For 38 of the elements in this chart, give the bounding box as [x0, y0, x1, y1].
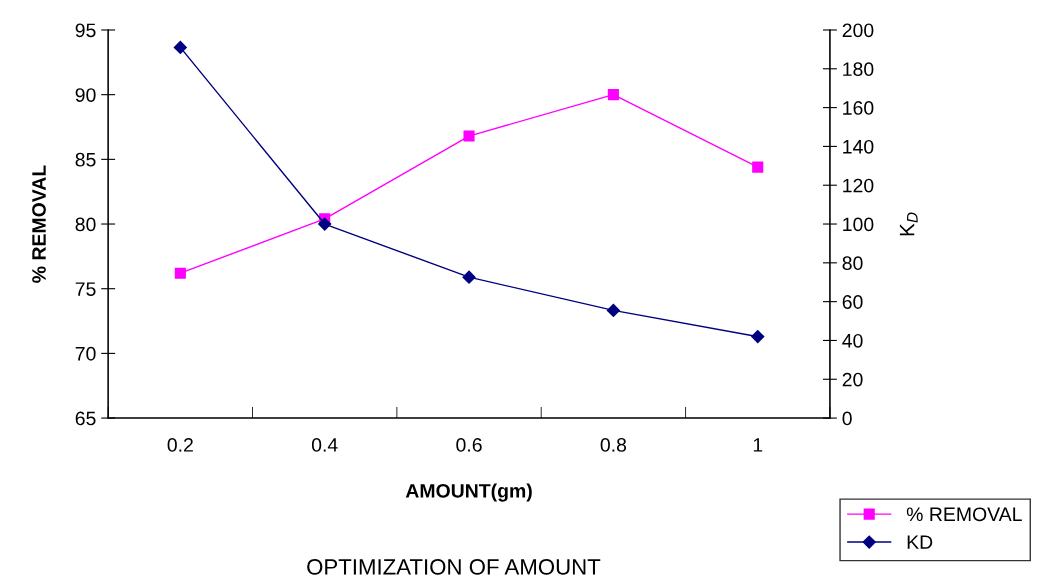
y-tick-label: 80	[75, 217, 96, 232]
x-tick-label: 1	[753, 438, 763, 452]
point	[606, 303, 620, 317]
point	[752, 161, 764, 173]
legend-label: % REMOVAL	[906, 507, 1022, 522]
y2-tick-label: 40	[842, 333, 863, 348]
y-tick-label: 70	[75, 346, 96, 361]
point	[173, 40, 187, 55]
point	[463, 130, 475, 142]
y2-tick-label: 20	[842, 372, 863, 387]
y-tick-label: 90	[75, 88, 96, 102]
legend-label: KD	[907, 535, 933, 549]
x-axis-title: AMOUNT(gm)	[405, 483, 532, 502]
y2-tick-label: 200	[842, 23, 874, 38]
y-tick-label: 65	[75, 411, 96, 426]
point	[751, 329, 765, 344]
y2-tick-label: 120	[843, 178, 874, 193]
point	[174, 267, 186, 279]
text: OPTIMIZATION OF AMOUNT	[307, 559, 601, 575]
y2-tick-label: 0	[842, 411, 852, 426]
y-tick-label: 75	[75, 282, 96, 296]
y2-tick-label: 160	[843, 101, 874, 115]
point	[462, 270, 476, 284]
y2-axis-title: K$_{D}$	[899, 212, 918, 236]
point	[607, 89, 619, 101]
y-axis-title: % REMOVAL	[32, 165, 46, 283]
y2-tick-label: 80	[842, 256, 863, 271]
x-tick-label: 0.8	[600, 438, 627, 452]
y-tick-label: 95	[75, 23, 96, 38]
y-tick-label: 85	[75, 152, 96, 167]
y2-tick-label: 140	[843, 139, 874, 154]
y2-tick-label: 60	[842, 295, 863, 309]
y2-tick-label: 180	[843, 62, 874, 77]
point	[318, 217, 332, 231]
x-tick-label: 0.6	[456, 438, 482, 452]
y2-tick-label: 100	[843, 217, 874, 232]
x-tick-label: 0.2	[167, 438, 193, 452]
x-tick-label: 0.4	[311, 438, 338, 452]
